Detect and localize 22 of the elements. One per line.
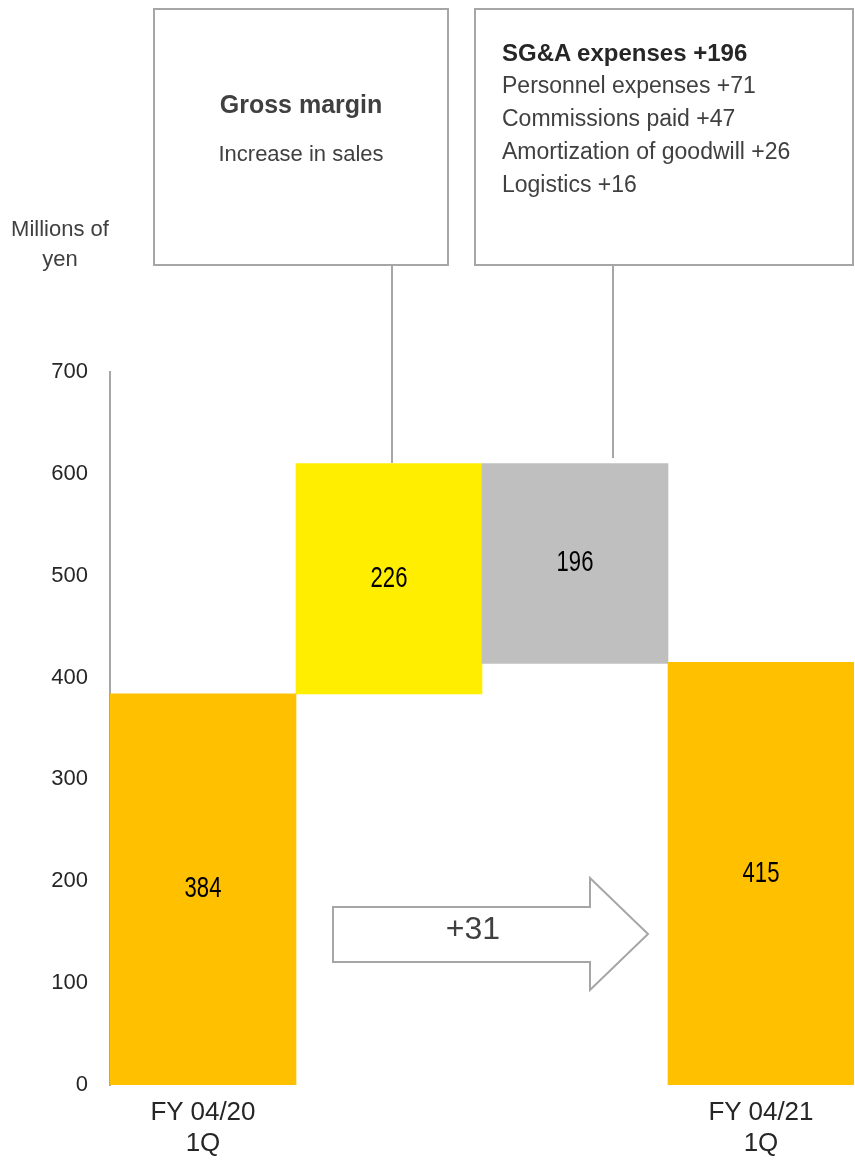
- callout-box: Gross margin Increase in sales: [153, 8, 449, 266]
- bar: [110, 693, 297, 1085]
- y-tick-label: 0: [75, 1071, 88, 1097]
- bar: [295, 463, 483, 695]
- y-tick-label: 400: [51, 663, 88, 689]
- data-label: 226: [370, 560, 408, 593]
- data-label: 196: [556, 545, 594, 577]
- y-tick-label: 300: [51, 765, 88, 791]
- y-tick-label: 100: [51, 969, 88, 995]
- x-tick-label: FY 04/20 1Q: [150, 1095, 256, 1157]
- y-tick-label: 500: [51, 561, 88, 587]
- data-label: 415: [742, 855, 780, 888]
- y-axis-title: Millions of yen: [10, 215, 110, 273]
- bar: [481, 463, 669, 664]
- y-tick-label: 200: [51, 867, 88, 893]
- y-tick-label: 700: [51, 358, 88, 384]
- y-tick-label: 600: [51, 459, 88, 485]
- bar: [667, 661, 854, 1085]
- x-tick-label: FY 04/21 1Q: [708, 1095, 814, 1157]
- annotation: +31: [444, 910, 502, 947]
- data-label: 384: [184, 871, 222, 903]
- callout-box: SG&A expenses +196 Personnel expenses +71 Commissions paid +47 Amortization of goodwill +26 Logistics +16: [474, 8, 854, 266]
